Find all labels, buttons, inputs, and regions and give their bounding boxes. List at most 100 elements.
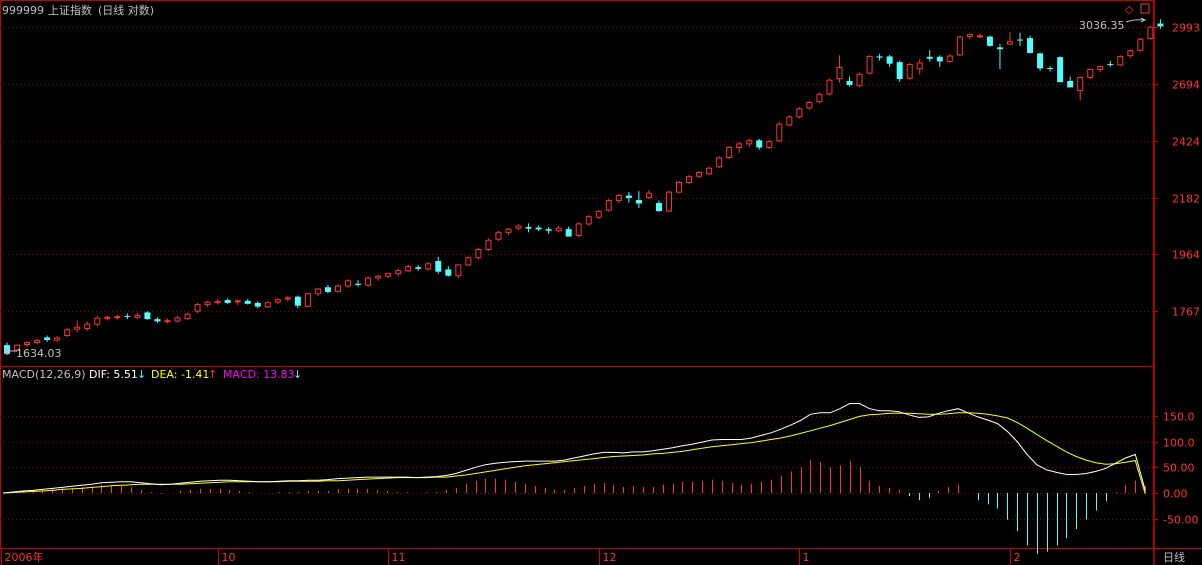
candle: [465, 256, 472, 267]
candles: [4, 19, 1164, 356]
candle: [1057, 56, 1064, 83]
macd-histogram: [13, 460, 1146, 554]
candle: [846, 76, 853, 87]
chart-mode: (日线 对数): [98, 3, 154, 17]
candle: [14, 344, 21, 352]
candle: [816, 92, 823, 104]
candle: [906, 62, 913, 80]
candle: [84, 321, 91, 331]
candle: [4, 342, 10, 356]
price-axis: 2993 2694 2424 2182 1964 1767: [1154, 22, 1200, 319]
corner-buttons[interactable]: ◇: [1125, 3, 1150, 16]
window-icon[interactable]: [1140, 3, 1150, 14]
candle: [94, 316, 101, 326]
candle: [445, 266, 452, 277]
candle: [214, 299, 221, 305]
candle: [545, 227, 552, 234]
candle: [184, 312, 191, 320]
candle: [425, 262, 432, 271]
candle: [365, 276, 372, 287]
candle: [1117, 55, 1124, 67]
date-label: 11: [392, 551, 406, 564]
candle: [986, 35, 993, 47]
macd-tick-label: -50.00: [1163, 514, 1198, 527]
candle: [866, 55, 873, 75]
candle: [124, 313, 131, 320]
candle: [1037, 52, 1044, 71]
candle: [194, 302, 201, 313]
price-tick-label: 1964: [1172, 249, 1200, 262]
date-label: 1: [803, 551, 810, 564]
stock-code: 999999: [2, 4, 44, 17]
candle: [716, 156, 723, 169]
candle: [1157, 19, 1164, 29]
candle: [274, 298, 281, 304]
price-tick-label: 1767: [1172, 306, 1200, 319]
candle: [826, 78, 833, 96]
candle: [264, 301, 271, 309]
candle: [665, 190, 672, 213]
candle: [334, 284, 341, 293]
macd-tick-label: 0.00: [1163, 488, 1188, 501]
candle: [515, 224, 522, 231]
candle: [224, 298, 231, 304]
candle: [595, 210, 602, 220]
macd-tick-label: 100.0: [1163, 437, 1195, 450]
candle: [1127, 49, 1134, 58]
macd-legend: MACD(12,26,9) DIF: 5.51 ↓ DEA: -1.41 ↑ M…: [2, 368, 302, 381]
date-label: 12: [603, 551, 617, 564]
candle: [74, 320, 81, 333]
candle: [44, 335, 51, 342]
candle: [455, 263, 462, 278]
candle: [114, 314, 121, 320]
candle: [926, 49, 933, 62]
candle: [244, 299, 251, 305]
candle: [505, 228, 512, 235]
candle: [1077, 76, 1084, 101]
macd-legend-name: MACD(12,26,9): [2, 368, 86, 381]
candle: [736, 142, 743, 153]
candle: [204, 300, 211, 307]
date-label: 10: [222, 551, 236, 564]
price-grid: [0, 27, 1154, 312]
dif-legend: DIF: 5.51: [89, 368, 138, 381]
candle: [756, 139, 763, 150]
candle: [385, 272, 392, 278]
candle: [1137, 38, 1144, 52]
price-tick-label: 2182: [1172, 193, 1200, 206]
candle: [164, 318, 171, 324]
period-label[interactable]: 日线: [1163, 550, 1185, 564]
candle: [154, 317, 161, 323]
date-label: 2006年: [5, 550, 44, 564]
candle: [1007, 32, 1013, 46]
candle: [976, 33, 983, 39]
macd-legend-value: MACD: 13.83: [223, 368, 295, 381]
candle: [635, 191, 642, 209]
candle: [24, 341, 31, 347]
candle: [294, 295, 301, 309]
candle: [856, 72, 863, 88]
price-tick-label: 2424: [1172, 136, 1200, 149]
candle: [916, 59, 923, 75]
macd-tick-label: 50.00: [1163, 462, 1195, 475]
candle: [1047, 66, 1054, 72]
diamond-icon[interactable]: ◇: [1125, 3, 1134, 16]
candle: [615, 194, 622, 204]
candle: [806, 100, 813, 110]
candle: [876, 53, 883, 61]
candle: [485, 238, 492, 252]
candle: [34, 338, 41, 345]
candle: [395, 268, 402, 277]
candle: [996, 44, 1003, 70]
candle: [1027, 35, 1034, 54]
candle: [104, 316, 111, 321]
candle: [726, 146, 733, 159]
candle: [1147, 26, 1154, 40]
candle: [786, 115, 793, 127]
candle: [314, 287, 321, 297]
candle: [405, 264, 412, 273]
candle: [796, 107, 803, 119]
price-tick-label: 2694: [1172, 79, 1200, 92]
candle: [946, 54, 953, 63]
